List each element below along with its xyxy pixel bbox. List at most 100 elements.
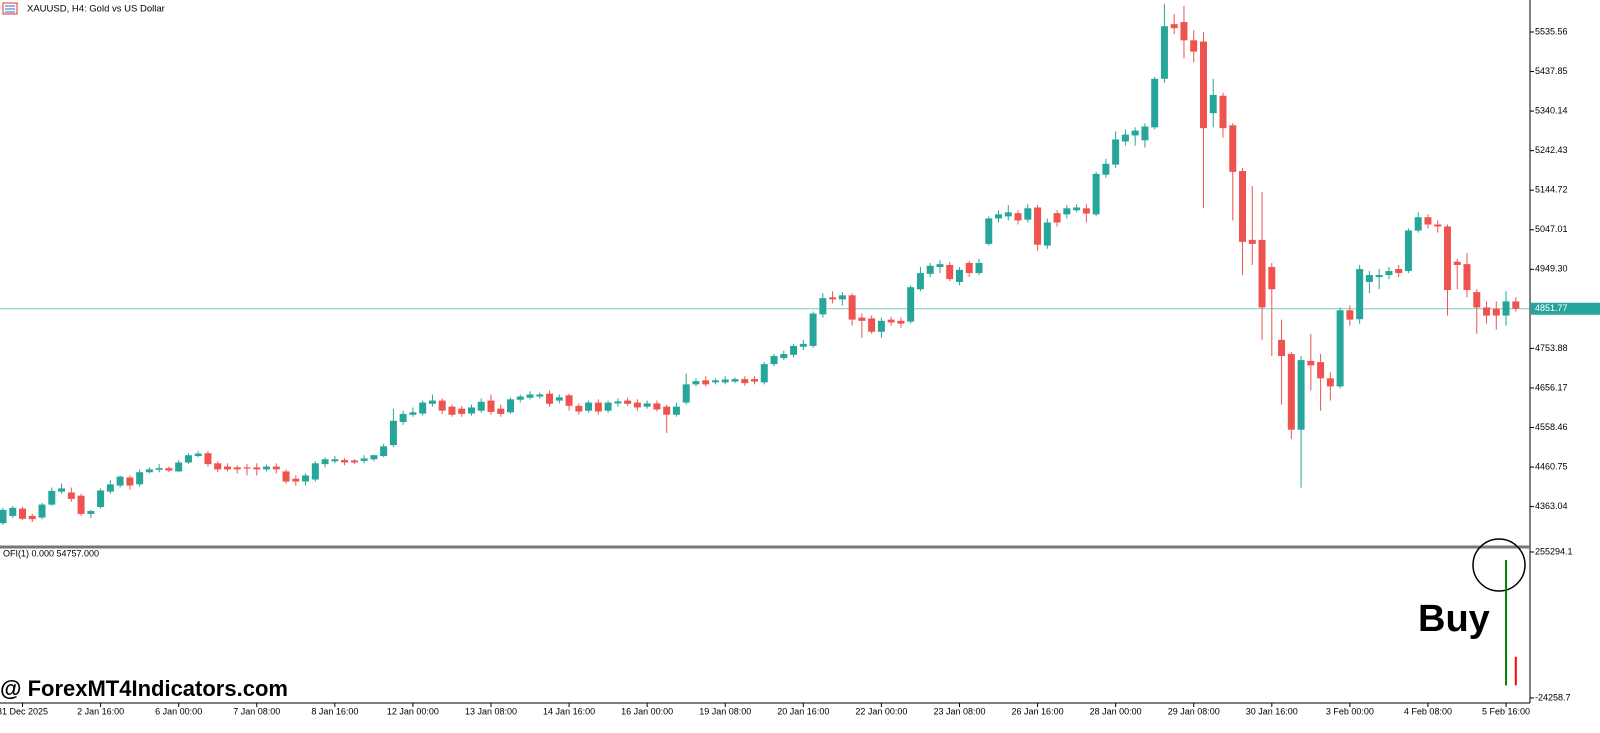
candle-body [594, 402, 602, 412]
x-tick-label: 3 Feb 00:00 [1326, 706, 1374, 716]
candle-body [126, 477, 134, 486]
candle-body [711, 380, 719, 383]
candle-body [965, 262, 973, 274]
candle-body [1160, 26, 1168, 79]
candle-body [585, 402, 593, 411]
candle-body [1063, 208, 1071, 215]
candle-body [194, 453, 202, 457]
candle-body [311, 463, 319, 480]
candle-body [1404, 230, 1412, 272]
candle-body [419, 402, 427, 414]
candle-body [702, 380, 710, 385]
candle-body [1326, 378, 1334, 387]
candle-body [780, 354, 788, 359]
y-tick-label: 4753.88 [1535, 343, 1568, 353]
indicator-title: OFI(1) 0.000 54757.000 [3, 548, 99, 558]
candle-body [1414, 217, 1422, 231]
candle-body [848, 295, 856, 320]
candle-body [526, 394, 534, 398]
candle-body [741, 379, 749, 384]
candle-body [877, 320, 885, 332]
candle-body [682, 384, 690, 403]
candle-body [731, 379, 739, 382]
candle-body [1141, 126, 1149, 141]
candle-body [1121, 134, 1129, 142]
current-price-box [1531, 302, 1600, 315]
candle-body [1375, 275, 1383, 278]
candle-body [1073, 207, 1081, 211]
candle-body [575, 405, 583, 412]
candle-body [282, 471, 290, 482]
candle-body [38, 504, 46, 518]
y-tick-label: 4558.46 [1535, 422, 1568, 432]
candle-body [887, 319, 895, 323]
candle-body [799, 343, 807, 347]
candle-body [1102, 163, 1110, 175]
candle-body [946, 264, 954, 280]
candle-body [1229, 125, 1237, 172]
candle-body [272, 466, 280, 470]
candle-body [1297, 360, 1305, 430]
candle-body [389, 420, 397, 446]
candle-body [760, 364, 768, 383]
y-tick-label: 5144.72 [1535, 185, 1568, 195]
candle-body [1004, 212, 1012, 217]
x-tick-label: 28 Jan 00:00 [1090, 706, 1142, 716]
candle-body [428, 400, 436, 404]
candle-body [292, 478, 300, 482]
candle-body [790, 345, 798, 355]
annotation: Buy [1418, 598, 1490, 640]
candle-body [1336, 310, 1344, 387]
candle-body [1365, 275, 1373, 282]
y-tick-label: 5437.85 [1535, 66, 1568, 76]
candle-body [1258, 239, 1266, 308]
candle-body [1043, 222, 1051, 246]
candle-body [1307, 360, 1315, 366]
candle-body [9, 507, 17, 516]
candle-body [0, 509, 7, 524]
candle-body [809, 313, 817, 346]
candle-body [58, 488, 66, 492]
candle-body [692, 381, 700, 385]
candle-body [341, 460, 349, 463]
candle-body [1502, 301, 1510, 316]
x-tick-label: 6 Jan 00:00 [155, 706, 202, 716]
candle-body [516, 396, 524, 400]
candle-body [1483, 307, 1491, 316]
candle-body [77, 495, 85, 514]
candle-body [985, 218, 993, 244]
candle-body [1434, 224, 1442, 227]
candle-body [263, 466, 271, 470]
x-tick-label: 31 Dec 2025 [0, 706, 48, 716]
candle-body [643, 403, 651, 407]
candle-body [624, 400, 632, 404]
candle-body [1317, 362, 1325, 379]
candle-body [604, 402, 612, 411]
candle-body [614, 401, 622, 404]
candle-body [936, 264, 944, 267]
x-tick-label: 13 Jan 08:00 [465, 706, 517, 716]
candle-body [1268, 266, 1276, 290]
candle-body [1239, 171, 1247, 242]
y-tick-label: 5340.14 [1535, 105, 1568, 115]
candle-body [897, 320, 905, 324]
candle-body [1443, 226, 1451, 291]
candle-body [1278, 339, 1286, 357]
candle-body [672, 406, 680, 415]
candle-body [555, 397, 563, 401]
y-tick-label: 4656.17 [1535, 382, 1568, 392]
x-tick-label: 29 Jan 08:00 [1168, 706, 1220, 716]
candle-body [458, 408, 466, 414]
candle-body [1346, 310, 1354, 320]
candle-body [1473, 292, 1481, 308]
x-tick-label: 20 Jan 16:00 [777, 706, 829, 716]
candle-body [838, 295, 846, 300]
candle-body [204, 453, 212, 465]
candle-body [1209, 94, 1217, 114]
current-price-label: 4851.77 [1535, 303, 1568, 313]
candle-body [653, 403, 661, 410]
x-tick-label: 5 Feb 16:00 [1482, 706, 1530, 716]
x-tick-label: 7 Jan 08:00 [233, 706, 280, 716]
candle-body [858, 317, 866, 321]
candle-body [975, 262, 983, 274]
